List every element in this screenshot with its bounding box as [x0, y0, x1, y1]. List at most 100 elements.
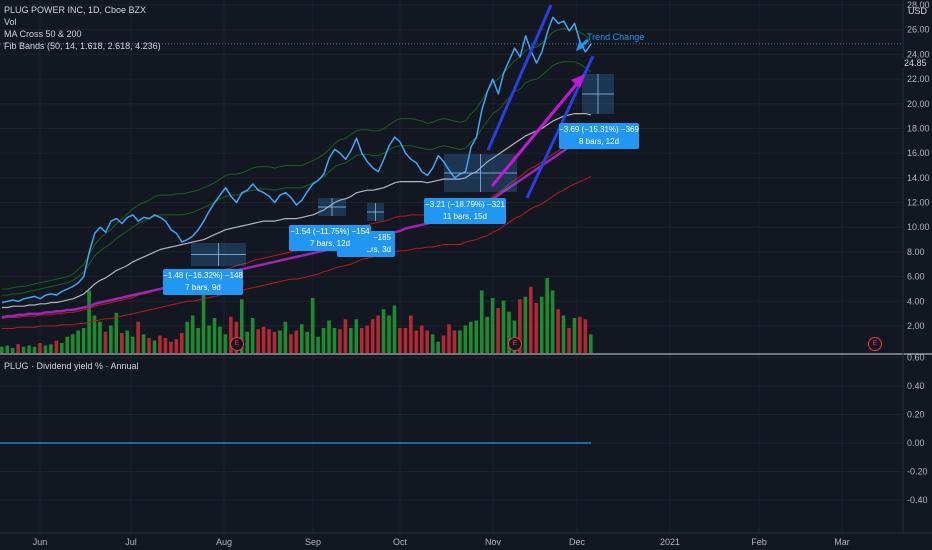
- volume-bar: [229, 316, 233, 353]
- volume-bar: [327, 320, 331, 353]
- volume-bar: [376, 315, 380, 353]
- annotation-aug[interactable]: −1.48 (−16.32%) −148 7 bars, 9d: [163, 269, 243, 295]
- yield-tick-3: 0.00: [907, 438, 925, 448]
- volume-bar: [283, 321, 288, 353]
- earnings-marker-nov[interactable]: E: [508, 337, 522, 351]
- volume-bar: [289, 334, 293, 353]
- volume-bar: [567, 328, 571, 353]
- volume-bar: [207, 325, 211, 353]
- volume-bar: [179, 333, 184, 353]
- price-tick-5: 12.00: [907, 198, 930, 208]
- ma50-line: [2, 112, 592, 309]
- yield-tick-4: -0.20: [907, 467, 928, 477]
- price-tick-9: 20.00: [907, 99, 930, 109]
- price-tick-12: 26.00: [907, 25, 930, 35]
- volume-bar: [403, 328, 408, 353]
- volume-bar: [490, 298, 495, 353]
- volume-bar: [425, 330, 429, 353]
- volume-bar: [305, 331, 310, 353]
- volume-bar: [32, 346, 37, 353]
- fib-lower-outer-line: [2, 176, 592, 329]
- annotation-aug-line2: 7 bars, 9d: [185, 283, 221, 292]
- volume-bar: [272, 331, 277, 353]
- volume-bar: [299, 324, 304, 353]
- price-tick-11: 24.00: [907, 49, 930, 59]
- sub-pane-title[interactable]: PLUG · Dividend yield % · Annual: [4, 361, 139, 371]
- volume-bar: [190, 315, 195, 353]
- volume-bar: [125, 330, 130, 353]
- volume-bar: [572, 318, 577, 353]
- volume-bar: [332, 328, 337, 353]
- volume-bar: [250, 318, 255, 353]
- volume-bar: [507, 311, 511, 353]
- price-tick-8: 18.00: [907, 123, 930, 133]
- magenta-arrow-line: [490, 79, 582, 187]
- earnings-marker-aug[interactable]: E: [230, 337, 244, 351]
- time-tick-aug: Aug: [216, 537, 232, 547]
- volume-bar: [38, 343, 42, 353]
- annotation-oct[interactable]: −3.21 (−18.79%) −321 11 bars, 15d: [424, 198, 506, 224]
- annotation-sep-a[interactable]: −1.54 (−11.75%) −154 7 bars, 12d: [289, 225, 371, 251]
- volume-bar: [169, 341, 173, 353]
- time-tick-jul: Jul: [125, 537, 137, 547]
- volume-bar: [441, 335, 446, 353]
- volume-bar: [27, 345, 31, 353]
- legend-fib-bands[interactable]: Fib Bands (50, 14, 1.618, 2.618, 4.236): [4, 41, 161, 51]
- volume-bar: [419, 325, 424, 353]
- volume-bar: [59, 343, 64, 353]
- volume-bar: [469, 321, 473, 353]
- volume-bar: [523, 296, 528, 353]
- volume-bar: [103, 331, 108, 353]
- volume-bar: [70, 334, 75, 353]
- earnings-marker-feb[interactable]: E: [868, 337, 882, 351]
- price-tick-6: 14.00: [907, 173, 930, 183]
- volume-bar: [212, 318, 217, 353]
- volume-bar: [578, 316, 582, 353]
- volume-bar: [256, 329, 260, 353]
- volume-bar: [545, 278, 549, 353]
- volume-bar: [92, 315, 97, 353]
- time-tick-oct: Oct: [393, 537, 408, 547]
- volume-bar: [496, 308, 500, 353]
- volume-bar: [556, 309, 560, 353]
- price-tick-13: 28.00: [907, 0, 930, 10]
- volume-bar: [54, 340, 59, 353]
- annotation-nov-line2: 8 bars, 12d: [578, 137, 620, 146]
- volume-bar: [512, 320, 517, 353]
- volume-bar: [119, 333, 124, 353]
- annotation-nov[interactable]: −3.69 (−15.31%) −369 8 bars, 12d: [559, 123, 639, 149]
- volume-bar: [201, 290, 206, 353]
- volume-bar: [539, 296, 544, 353]
- volume-bar: [43, 345, 48, 353]
- volume-bar: [447, 324, 451, 353]
- volume-bar: [130, 336, 135, 353]
- volume-bar: [16, 344, 20, 353]
- volume-bar: [529, 286, 533, 353]
- volume-bar: [196, 328, 200, 353]
- volume-bar: [463, 325, 468, 353]
- annotation-nov-line1: −3.69 (−15.31%) −369: [559, 125, 639, 134]
- volume-bar: [185, 321, 190, 353]
- fib-upper-outer-line: [2, 28, 592, 290]
- volume-bar: [409, 315, 413, 353]
- volume-bar: [550, 290, 555, 353]
- symbol-title: PLUG POWER INC, 1D, Cboe BZX: [4, 5, 147, 15]
- time-tick-2021: 2021: [660, 537, 680, 547]
- legend-vol[interactable]: Vol: [4, 17, 17, 27]
- volume-bar: [343, 319, 348, 353]
- volume-bar: [147, 338, 151, 353]
- volume-bar: [458, 330, 462, 353]
- volume-bar: [267, 329, 271, 353]
- annotation-oct-line2: 11 bars, 15d: [443, 212, 487, 221]
- volume-bar: [349, 328, 353, 353]
- annotation-sep-b-line2: ars, 3d: [366, 245, 391, 254]
- time-tick-feb: Feb: [751, 537, 767, 547]
- volume-bar: [474, 320, 479, 353]
- legend-ma-cross[interactable]: MA Cross 50 & 200: [4, 29, 82, 39]
- volume-bar: [381, 309, 386, 353]
- volume-bar: [136, 321, 140, 353]
- volume-bar: [87, 290, 91, 353]
- volume-bar: [310, 298, 315, 353]
- time-tick-mar: Mar: [834, 537, 850, 547]
